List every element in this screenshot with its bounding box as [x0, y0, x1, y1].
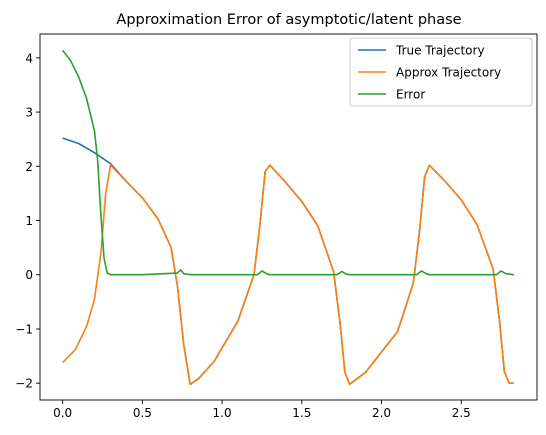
legend-label-2: Error [396, 88, 425, 102]
x-tick-label: 2.0 [372, 406, 391, 420]
series-line-1 [62, 164, 514, 386]
y-tick-label: 1 [25, 214, 33, 228]
y-tick-label: 0 [25, 268, 33, 282]
x-tick-label: 0.0 [53, 406, 72, 420]
x-tick-label: 1.0 [213, 406, 232, 420]
y-tick-label: 3 [25, 106, 33, 120]
y-tick-label: −2 [15, 377, 33, 391]
plot-frame [39, 33, 538, 401]
legend-label-0: True Trajectory [395, 44, 485, 58]
legend-box [349, 37, 533, 107]
y-tick-label: 4 [25, 51, 33, 65]
y-axis: −2 −1 0 1 2 3 4 [15, 51, 40, 391]
x-tick-label: 2.5 [452, 406, 471, 420]
chart-title: Approximation Error of asymptotic/latent… [116, 12, 461, 28]
plot-area [39, 33, 538, 401]
legend: True Trajectory Approx Trajectory Error [349, 37, 533, 107]
y-tick-label: −1 [15, 322, 33, 336]
y-tick-label: 2 [25, 160, 33, 174]
x-tick-label: 1.5 [292, 406, 311, 420]
series-line-2 [61, 49, 514, 276]
legend-label-1: Approx Trajectory [396, 66, 501, 80]
x-axis: 0.0 0.5 1.0 1.5 2.0 2.5 [53, 400, 471, 420]
x-tick-label: 0.5 [133, 406, 152, 420]
